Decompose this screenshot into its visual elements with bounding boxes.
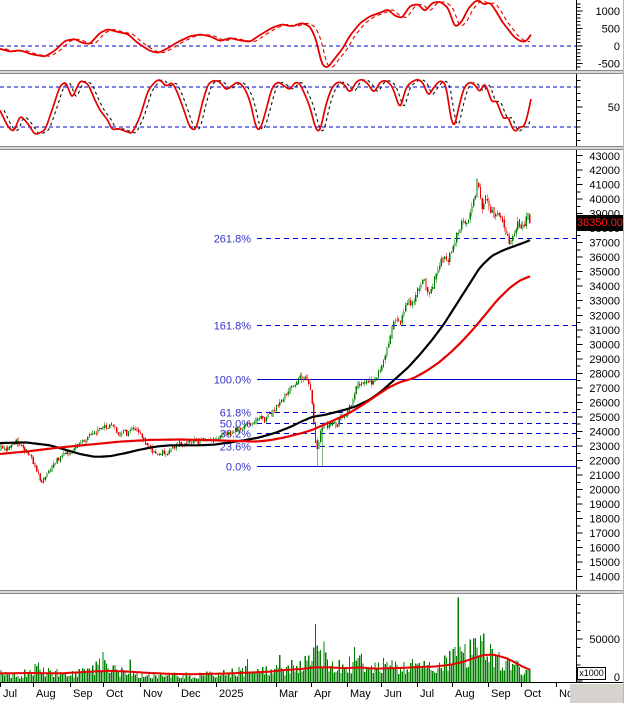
y-tick-label: 25000	[589, 412, 620, 424]
panel-splitter-3[interactable]	[0, 590, 623, 594]
y-tick-label: 37000	[589, 238, 620, 250]
y-tick-label: 20000	[589, 485, 620, 497]
fib-label: 161.8%	[214, 321, 252, 333]
volume-ma-line	[0, 653, 531, 676]
y-tick-label: 34000	[589, 281, 620, 293]
month-label: Nov	[143, 688, 163, 700]
y-tick-label: 500	[602, 24, 620, 36]
y-tick-label: 0	[614, 672, 620, 682]
y-tick-label: 35000	[589, 267, 620, 279]
y-axis: 50	[576, 74, 620, 146]
month-label: Jun	[384, 688, 402, 700]
y-tick-label: 22000	[589, 456, 620, 468]
y-tick-label: 30000	[589, 339, 620, 351]
y-tick-label: 28000	[589, 368, 620, 380]
volume-panel: 50000 0	[0, 594, 624, 682]
y-axis: 50000 0	[576, 594, 620, 682]
y-tick-label: 16000	[589, 543, 620, 555]
month-label: Apr	[314, 688, 331, 700]
momentum-signal-line	[4, 0, 531, 68]
month-label: Jul	[3, 688, 17, 700]
y-tick-label: 40000	[589, 194, 620, 206]
month-label: May	[350, 688, 371, 700]
y-tick-label: 21000	[589, 470, 620, 482]
y-tick-label: 17000	[589, 528, 620, 540]
y-tick-label: 1000	[596, 6, 620, 18]
y-tick-label: 23000	[589, 441, 620, 453]
panel-splitter-1[interactable]	[0, 70, 623, 74]
y-tick-label: 36000	[589, 252, 620, 264]
time-axis-ticks: Jul Aug Sep Oct Nov Dec 2025 Mar Apr May Jun Jul Aug…	[0, 683, 579, 700]
y-tick-label: 15000	[589, 557, 620, 569]
stochastic-k-line	[0, 78, 532, 135]
month-label: Oct	[106, 688, 123, 700]
fib-label: 23.6%	[220, 442, 251, 454]
time-axis[interactable]: Jul Aug Sep Oct Nov Dec 2025 Mar Apr May Jun Jul Aug…	[0, 682, 623, 703]
axis-corner	[570, 684, 623, 703]
fib-label: 61.8%	[220, 408, 251, 420]
month-label: Sep	[491, 688, 511, 700]
month-label: Aug	[455, 688, 475, 700]
stochastic-plot[interactable]: 50	[0, 74, 624, 146]
month-label: Aug	[36, 688, 56, 700]
price-panel: 261.8% 161.8% 100.0% 61.8% 50.0% 38.2% 23.6% 0.…	[0, 150, 624, 590]
fib-label: 100.0%	[214, 375, 252, 387]
last-price-tag: 38350.00	[577, 215, 623, 231]
volume-bars	[0, 597, 531, 682]
month-label: Dec	[181, 688, 201, 700]
oscillator-plot[interactable]: 1000 500 0 -500	[0, 0, 624, 70]
y-tick-label: 32000	[589, 310, 620, 322]
month-ticks: Jul Aug Sep Oct Nov Dec 2025 Mar Apr May Jun Jul Aug…	[0, 683, 579, 700]
y-tick-label: 27000	[589, 383, 620, 395]
y-tick-label: 24000	[589, 426, 620, 438]
y-tick-label: 43000	[589, 151, 620, 163]
volume-plot[interactable]: 50000 0	[0, 594, 624, 682]
fib-label: 50.0%	[220, 419, 251, 431]
candlestick-series	[0, 178, 531, 484]
y-axis: 1000 500 0 -500	[576, 0, 620, 71]
fib-label: 261.8%	[214, 234, 252, 246]
ma-fast-line	[0, 239, 531, 458]
y-tick-label: 14000	[589, 572, 620, 584]
month-label: Jul	[420, 688, 434, 700]
y-tick-label: 50	[608, 102, 620, 114]
y-tick-label: 0	[614, 41, 620, 53]
panel-splitter-2[interactable]	[0, 146, 623, 150]
price-plot[interactable]: 261.8%161.8%100.0%61.8%50.0%38.2%23.6%0.…	[0, 150, 624, 590]
y-tick-label: 33000	[589, 296, 620, 308]
month-label: 2025	[219, 688, 243, 700]
y-tick-label: 41000	[589, 180, 620, 192]
fib-label: 0.0%	[226, 462, 251, 474]
y-tick-label: 26000	[589, 397, 620, 409]
y-tick-label: 50000	[589, 634, 620, 646]
momentum-line	[0, 0, 532, 68]
stochastic-panel: 50	[0, 74, 624, 146]
y-tick-label: -500	[598, 59, 620, 71]
y-tick-label: 29000	[589, 354, 620, 366]
ma-slow-line	[0, 275, 531, 456]
month-label: Mar	[279, 688, 298, 700]
y-tick-label: 18000	[589, 514, 620, 526]
volume-unit-label: x1000	[577, 667, 606, 680]
month-label: Oct	[524, 688, 541, 700]
stochastic-d-line	[3, 79, 532, 135]
month-label: Sep	[73, 688, 93, 700]
y-tick-label: 31000	[589, 325, 620, 337]
y-tick-label: 42000	[589, 165, 620, 177]
y-tick-label: 19000	[589, 499, 620, 511]
oscillator-panel: 1000 500 0 -500	[0, 0, 624, 70]
